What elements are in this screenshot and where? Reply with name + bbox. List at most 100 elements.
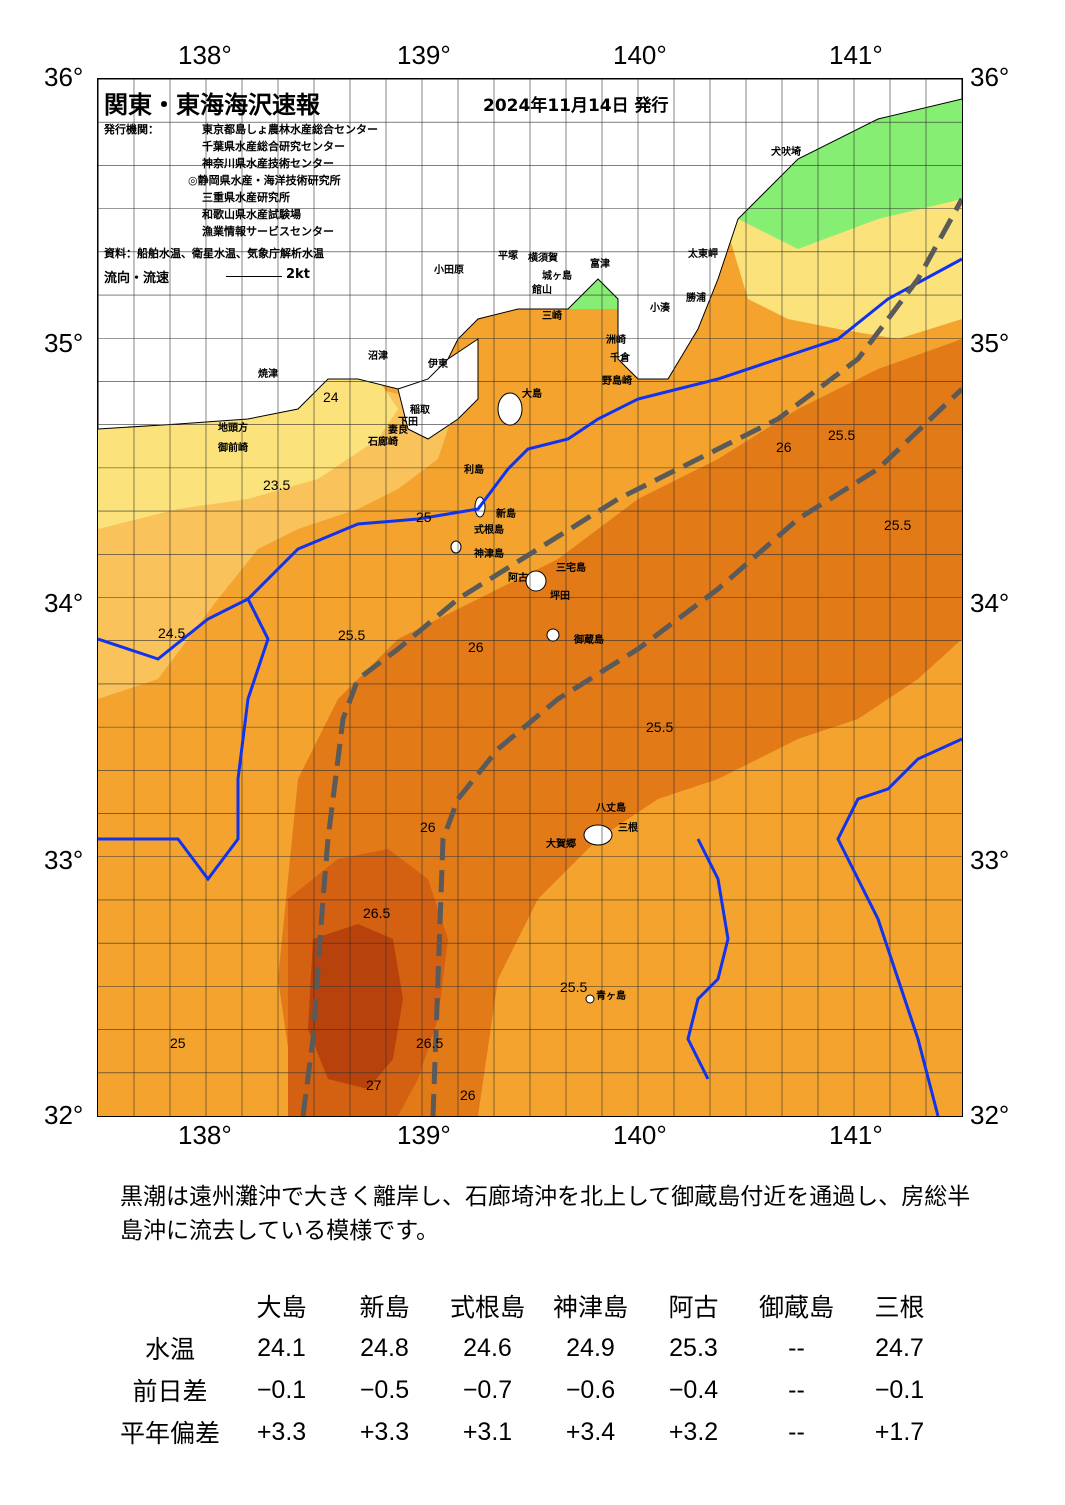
current-summary: 黒潮は遠州灘沖で大きく離岸し、石廊埼沖を北上して御蔵島付近を通過し、房総半島沖に… — [120, 1180, 980, 1248]
issuer-5: 和歌山県水産試験場 — [202, 208, 301, 221]
place-sunosaki: 洲崎 — [606, 335, 626, 346]
lon-bottom-140: 140° — [613, 1120, 667, 1150]
place-ito: 伊東 — [428, 359, 448, 370]
isotherm-25-west — [98, 598, 270, 882]
table-cell: -- — [788, 1333, 805, 1362]
contour-label: 26 — [468, 639, 484, 655]
table-cell: 24.8 — [360, 1333, 409, 1362]
issuer-3: ◎静岡県水産・海洋技術研究所 — [188, 174, 341, 187]
flow-legend-scale: 2kt — [286, 267, 310, 282]
lon-bottom-141: 141° — [829, 1120, 883, 1150]
isotherm-25-east — [836, 737, 962, 1116]
island-oshima — [497, 392, 523, 426]
place-oshima: 大島 — [522, 389, 542, 400]
lon-top-138: 138° — [178, 40, 232, 70]
lat-left-33: 33° — [44, 845, 84, 875]
place-irozaki: 石廊崎 — [368, 437, 398, 448]
place-aogashima: 青ヶ島 — [596, 991, 626, 1002]
table-row: 水温 24.1 24.8 24.6 24.9 25.3 -- 24.7 — [110, 1327, 951, 1369]
contour-label: 26 — [776, 439, 792, 455]
summary-text: 黒潮は遠州灘沖で大きく離岸し、石廊埼沖を北上して御蔵島付近を通過し、房総半島沖に… — [120, 1184, 971, 1244]
station-header: 式根島 — [449, 1294, 525, 1322]
contour-label: 24 — [323, 389, 339, 405]
place-katsuura: 勝浦 — [686, 293, 706, 304]
issuer-2: 神奈川県水産技術センター — [202, 157, 334, 170]
place-toshima: 利島 — [464, 465, 484, 476]
issuer-6: 漁業情報サービスセンター — [202, 225, 334, 238]
contour-label: 25.5 — [646, 719, 674, 735]
station-header: 新島 — [359, 1294, 410, 1322]
contour-label: 27 — [366, 1077, 382, 1093]
station-header: 神津島 — [552, 1294, 628, 1322]
place-jitogata: 地頭方 — [218, 423, 248, 434]
table-cell: +3.2 — [668, 1417, 719, 1446]
zone-26-central — [278, 339, 962, 1116]
island-mikurajima — [546, 628, 560, 642]
lon-top-140: 140° — [613, 40, 667, 70]
contour-label: 25 — [416, 509, 432, 525]
row-label: 前日差 — [132, 1377, 208, 1406]
row-label: 平年偏差 — [119, 1419, 220, 1448]
contour-label: 25.5 — [560, 979, 588, 995]
data-sources: 資料：船舶水温、衛星水温、気象庁解析水温 — [104, 247, 324, 260]
table-cell: +3.3 — [359, 1417, 410, 1446]
table-cell: −0.7 — [462, 1375, 513, 1404]
place-kominato: 小湊 — [650, 303, 670, 314]
contour-label: 24.5 — [158, 625, 186, 641]
place-odawara: 小田原 — [434, 265, 464, 276]
table-cell: −0.1 — [256, 1375, 307, 1404]
island-temperature-table: 大島 新島 式根島 神津島 阿古 御蔵島 三根 水温 24.1 24.8 24.… — [110, 1285, 951, 1453]
issuer-1: 千葉県水産総合研究センター — [202, 140, 345, 153]
table-row: 前日差 −0.1 −0.5 −0.7 −0.6 −0.4 -- −0.1 — [110, 1369, 951, 1411]
grid-lines — [98, 79, 962, 1116]
kuroshio-axis-north — [300, 197, 962, 1116]
lat-left-35: 35° — [44, 328, 84, 358]
table-header-row: 大島 新島 式根島 神津島 阿古 御蔵島 三根 — [110, 1285, 951, 1327]
place-shikinejima: 式根島 — [474, 525, 504, 536]
place-shimoda: 下田 — [398, 417, 418, 428]
contour-label: 23.5 — [263, 477, 291, 493]
issuer-0: 東京都島しょ農林水産総合センター — [202, 123, 378, 136]
map-canvas — [98, 79, 962, 1116]
issuer-label: 発行機関： — [104, 123, 159, 136]
place-okago: 大賀郷 — [546, 839, 576, 850]
place-misaki: 三崎 — [542, 311, 562, 322]
place-nojimazaki: 野島崎 — [602, 376, 632, 387]
place-mikurajima: 御蔵島 — [574, 635, 604, 646]
isotherm-25-south — [686, 838, 730, 1080]
place-niijima: 新島 — [496, 509, 516, 520]
place-kozushima: 神津島 — [474, 549, 504, 560]
place-ako: 阿古 — [508, 573, 528, 584]
table-cell: 24.6 — [463, 1333, 512, 1362]
zone-27 — [308, 924, 403, 1089]
table-cell: 25.3 — [669, 1333, 718, 1362]
lat-left-32: 32° — [44, 1100, 84, 1130]
lat-right-33: 33° — [970, 845, 1010, 875]
table-cell: +3.4 — [565, 1417, 616, 1446]
contour-label: 25.5 — [338, 627, 366, 643]
station-header: 阿古 — [668, 1294, 719, 1322]
island-aogashima — [585, 994, 595, 1004]
table-corner — [110, 1285, 230, 1327]
place-tsubota: 坪田 — [550, 591, 570, 602]
place-inatori: 稲取 — [410, 405, 430, 416]
place-miyakejima: 三宅島 — [556, 563, 586, 574]
place-chikura: 千倉 — [610, 353, 630, 364]
zone-green-boso — [738, 99, 962, 249]
table-cell: +3.1 — [462, 1417, 513, 1446]
map-title: 関東・東海海沢速報 — [104, 91, 320, 119]
place-omaezaki: 御前崎 — [218, 443, 248, 454]
flow-legend-arrow — [226, 276, 282, 277]
sea-temperature-map: 関東・東海海沢速報 2024年11月14日 発行 発行機関： 東京都島しょ農林水… — [97, 78, 963, 1117]
table-cell: −0.4 — [668, 1375, 719, 1404]
island-miyakejima — [525, 570, 547, 592]
contour-label: 25.5 — [828, 427, 856, 443]
table-cell: 24.1 — [257, 1333, 306, 1362]
table-cell: −0.1 — [874, 1375, 925, 1404]
place-hiratsuka: 平塚 — [498, 251, 518, 262]
table-cell: −0.6 — [565, 1375, 616, 1404]
contour-label: 25 — [170, 1035, 186, 1051]
lon-bottom-138: 138° — [178, 1120, 232, 1150]
table-cell: +1.7 — [874, 1417, 925, 1446]
contour-label: 26.5 — [416, 1035, 444, 1051]
